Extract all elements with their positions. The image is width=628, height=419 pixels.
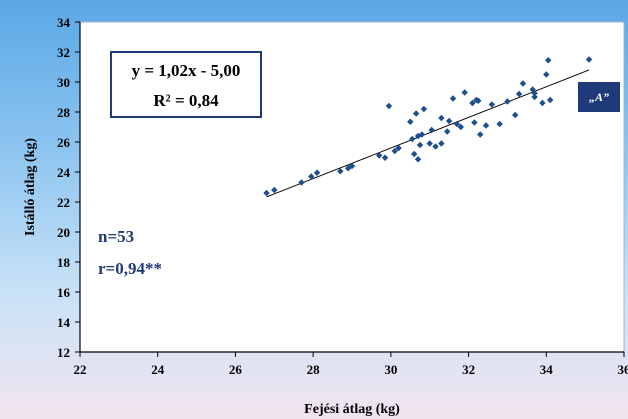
data-point bbox=[337, 168, 344, 175]
y-tick-label: 22 bbox=[57, 195, 70, 210]
data-point bbox=[298, 179, 305, 186]
data-point bbox=[438, 140, 445, 147]
data-point bbox=[496, 120, 503, 128]
x-axis-title: Fejési átlag (kg) bbox=[304, 402, 400, 417]
data-point bbox=[471, 119, 478, 126]
x-tick-label: 22 bbox=[74, 362, 87, 377]
x-tick-label: 24 bbox=[151, 362, 165, 377]
data-point bbox=[585, 56, 593, 63]
data-point bbox=[539, 99, 546, 107]
y-tick-label: 32 bbox=[57, 45, 70, 60]
data-point bbox=[531, 93, 538, 101]
data-point bbox=[445, 117, 453, 125]
group-badge-label: „A” bbox=[589, 90, 609, 104]
data-point bbox=[529, 86, 536, 93]
y-tick-label: 12 bbox=[57, 345, 70, 360]
y-axis-title: Istálló átlag (kg) bbox=[23, 138, 38, 236]
data-point bbox=[449, 95, 457, 102]
data-point bbox=[428, 126, 435, 134]
x-tick-label: 36 bbox=[618, 362, 628, 377]
data-point bbox=[391, 147, 398, 155]
data-point bbox=[512, 111, 519, 119]
data-point bbox=[531, 90, 538, 97]
y-tick-label: 16 bbox=[57, 285, 71, 300]
data-point bbox=[381, 154, 389, 161]
data-point bbox=[546, 96, 554, 104]
data-point bbox=[395, 144, 402, 152]
y-tick-label: 14 bbox=[57, 315, 71, 330]
y-tick-label: 30 bbox=[57, 75, 70, 90]
y-tick-label: 20 bbox=[57, 225, 70, 240]
data-point bbox=[488, 101, 496, 108]
data-point bbox=[438, 114, 445, 122]
correlation-label: r=0,94** bbox=[98, 259, 162, 278]
data-point bbox=[519, 80, 527, 87]
data-point bbox=[409, 135, 416, 143]
data-point bbox=[348, 162, 356, 170]
x-tick-label: 34 bbox=[540, 362, 554, 377]
data-point bbox=[271, 186, 278, 194]
data-point bbox=[308, 173, 315, 180]
r-squared-label: R² = 0,84 bbox=[153, 91, 219, 110]
data-point bbox=[444, 128, 451, 135]
sample-size-label: n=53 bbox=[98, 227, 134, 246]
data-point bbox=[344, 165, 352, 172]
trendline-equation: y = 1,02x - 5,00 bbox=[132, 61, 241, 80]
data-point bbox=[504, 98, 511, 105]
data-point bbox=[482, 122, 490, 129]
data-point bbox=[457, 123, 464, 131]
data-point bbox=[469, 99, 476, 107]
data-point bbox=[410, 150, 418, 158]
y-tick-label: 34 bbox=[57, 15, 71, 30]
data-point bbox=[461, 89, 468, 96]
data-point bbox=[416, 141, 424, 149]
data-point bbox=[412, 110, 420, 117]
x-tick-label: 26 bbox=[229, 362, 243, 377]
x-tick-label: 28 bbox=[307, 362, 321, 377]
group-badge: „A” bbox=[578, 82, 620, 112]
data-point bbox=[376, 152, 383, 159]
data-point bbox=[543, 71, 550, 78]
data-point bbox=[475, 97, 482, 104]
y-tick-label: 18 bbox=[57, 255, 71, 270]
data-point bbox=[418, 131, 426, 138]
data-point bbox=[420, 105, 428, 113]
y-tick-label: 26 bbox=[57, 135, 71, 150]
data-point bbox=[432, 143, 439, 150]
data-point bbox=[545, 57, 552, 64]
data-point bbox=[407, 118, 414, 125]
data-point bbox=[515, 90, 523, 98]
data-point bbox=[385, 102, 393, 110]
data-point bbox=[414, 132, 422, 140]
data-point bbox=[263, 189, 270, 197]
data-point bbox=[453, 120, 461, 128]
data-point bbox=[477, 131, 484, 138]
data-point bbox=[426, 140, 433, 147]
x-tick-label: 30 bbox=[384, 362, 397, 377]
equation-box: y = 1,02x - 5,00 R² = 0,84 bbox=[110, 51, 262, 118]
data-point bbox=[313, 169, 321, 176]
data-point bbox=[414, 156, 422, 163]
y-tick-label: 24 bbox=[57, 165, 71, 180]
x-tick-label: 32 bbox=[462, 362, 475, 377]
y-tick-label: 28 bbox=[57, 105, 71, 120]
